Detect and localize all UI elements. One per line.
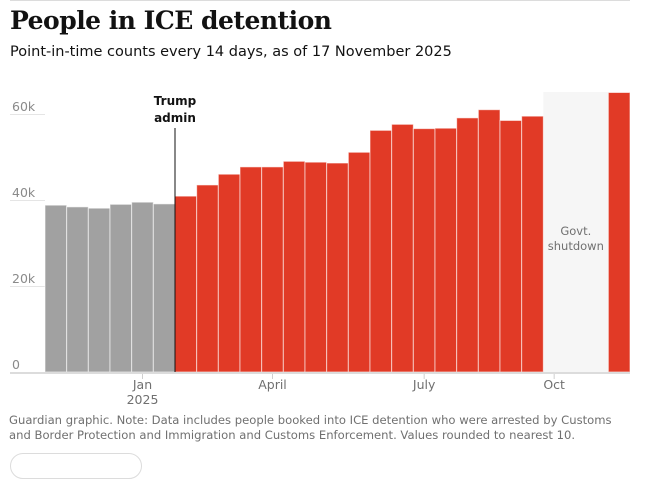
x-tick-label: April <box>258 377 287 392</box>
y-tick-label: 0 <box>12 357 20 372</box>
footnote: Guardian graphic. Note: Data includes pe… <box>9 413 612 442</box>
bar <box>521 115 544 373</box>
bar <box>347 151 371 373</box>
y-tick-label: 40k <box>12 185 36 200</box>
x-tick-year-label: 2025 <box>127 392 159 407</box>
top-rule <box>10 0 630 1</box>
bar <box>499 119 523 373</box>
x-tick-label: Jan <box>132 377 152 392</box>
bar <box>261 166 284 373</box>
chart-title: People in ICE detention <box>10 6 332 35</box>
trump-admin-label: Trump <box>154 94 197 108</box>
footer-button[interactable] <box>10 453 142 479</box>
chart-subtitle: Point-in-time counts every 14 days, as o… <box>10 44 452 60</box>
bar <box>326 162 349 373</box>
shutdown-label: Govt. <box>560 224 591 238</box>
bar <box>304 161 328 373</box>
y-tick-label: 20k <box>12 271 36 286</box>
bar <box>434 127 458 373</box>
y-tick-label: 60k <box>12 99 36 114</box>
bar <box>391 123 414 373</box>
bar <box>196 184 219 373</box>
bar <box>217 173 241 373</box>
bar <box>607 92 631 373</box>
bar <box>87 207 111 373</box>
bar <box>152 203 176 373</box>
x-tick-label: July <box>412 377 436 392</box>
bar <box>66 206 89 373</box>
shutdown-band <box>543 92 609 372</box>
x-tick-label: Oct <box>543 377 565 392</box>
bar <box>477 109 501 373</box>
bar <box>282 160 306 373</box>
bar <box>131 201 154 373</box>
bar <box>174 195 198 373</box>
bar <box>44 204 68 373</box>
bar <box>412 128 436 373</box>
bar <box>456 117 479 373</box>
bar <box>109 203 133 373</box>
bar <box>239 166 263 373</box>
bar <box>369 129 393 373</box>
trump-admin-label: admin <box>154 111 196 125</box>
shutdown-label: shutdown <box>548 239 604 253</box>
